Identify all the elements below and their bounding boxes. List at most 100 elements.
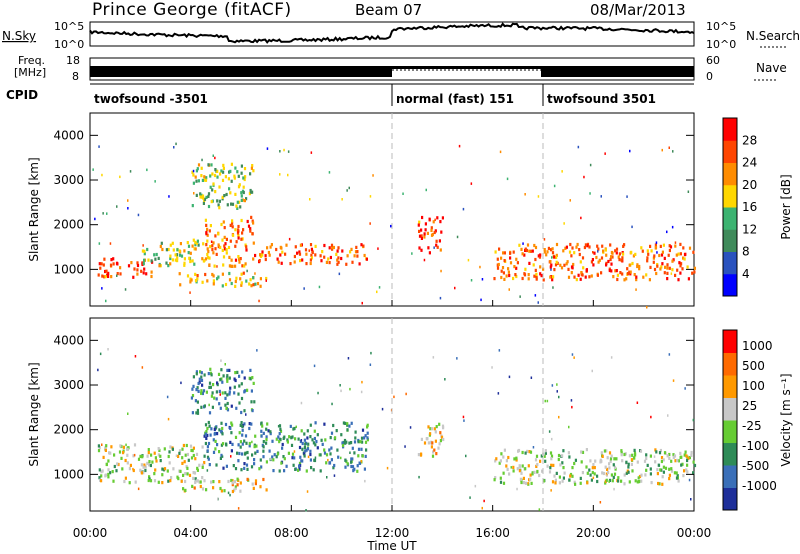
echo-cell [200, 378, 204, 382]
colorbar-swatch [723, 442, 737, 466]
echo-cell [319, 453, 322, 457]
echo-cell [190, 456, 194, 460]
echo-cell [175, 454, 178, 457]
echo-cell [206, 239, 209, 243]
echo-cell [212, 486, 215, 490]
echo-cell [565, 245, 568, 249]
echo-cell [605, 449, 608, 453]
echo-cell [278, 432, 281, 436]
echo-cell [246, 456, 249, 460]
echo-cell [661, 250, 664, 254]
echo-cell [573, 480, 576, 484]
echo-cell [679, 252, 682, 256]
echo-cell [224, 242, 227, 246]
echo-cell [238, 200, 241, 204]
echo-cell [361, 301, 363, 305]
echo-cell [571, 353, 574, 356]
echo-cell [179, 253, 182, 257]
echo-cell [208, 381, 212, 385]
echo-cell [349, 387, 351, 391]
echo-cell [539, 459, 542, 463]
echo-cell [206, 455, 210, 459]
echo-cell [683, 469, 686, 473]
echo-cell [531, 471, 534, 475]
colorbar-swatch [723, 330, 737, 353]
echo-cell [197, 389, 200, 393]
echo-cell [690, 450, 693, 455]
echo-cell [275, 247, 278, 252]
echo-cell [668, 477, 671, 481]
echo-cell [350, 457, 353, 461]
echo-cell [250, 465, 254, 469]
echo-cell [254, 434, 257, 438]
echo-cell [211, 172, 214, 176]
echo-cell [648, 278, 651, 282]
echo-cell [109, 242, 112, 245]
echo-cell [683, 453, 686, 457]
echo-cell [265, 460, 268, 464]
echo-cell [557, 457, 560, 462]
echo-cell [336, 448, 339, 452]
echo-cell [435, 425, 438, 429]
nave-tick-bottom: 0 [706, 70, 713, 83]
echo-cell [191, 387, 194, 391]
echo-cell [205, 223, 208, 227]
echo-cell [588, 275, 591, 279]
echo-cell [574, 458, 577, 462]
echo-cell [668, 248, 671, 253]
echo-cell [327, 257, 330, 261]
echo-cell [173, 146, 175, 149]
echo-cell [353, 440, 357, 444]
echo-cell [524, 467, 527, 471]
echo-cell [269, 245, 272, 249]
echo-cell [231, 489, 234, 494]
echo-cell [179, 242, 182, 246]
echo-cell [208, 424, 211, 428]
echo-cell [581, 450, 585, 454]
echo-cell [210, 394, 213, 398]
echo-cell [236, 451, 239, 455]
echo-cell [418, 229, 421, 233]
echo-cell [306, 436, 309, 440]
echo-cell [200, 166, 203, 170]
echo-cell [555, 242, 559, 247]
echo-cell [632, 456, 636, 460]
echo-cell [231, 221, 234, 225]
echo-cell [110, 445, 113, 449]
echo-cell [439, 431, 442, 435]
echo-cell [627, 465, 630, 469]
echo-cell [364, 440, 368, 444]
echo-cell [151, 460, 154, 464]
echo-cell [126, 447, 129, 451]
echo-cell [500, 256, 503, 260]
echo-cell [196, 167, 199, 171]
echo-cell [128, 467, 131, 471]
echo-cell [191, 484, 194, 488]
echo-cell [350, 421, 353, 425]
echo-cell [607, 470, 610, 475]
echo-cell [350, 464, 353, 469]
echo-cell [438, 239, 441, 243]
echo-cell [610, 356, 613, 359]
echo-cell [294, 437, 297, 441]
echo-cell [234, 371, 237, 375]
echo-cell [534, 245, 538, 250]
echo-cell [309, 243, 313, 247]
echo-cell [239, 489, 242, 493]
echo-cell [314, 244, 317, 248]
echo-cell [640, 473, 643, 477]
echo-cell [133, 443, 137, 447]
colorbar-tick-label: -1000 [742, 479, 777, 493]
echo-cell [521, 252, 524, 256]
echo-cell [538, 508, 541, 511]
echo-cell [166, 469, 169, 473]
echo-cell [638, 264, 641, 269]
echo-cell [136, 268, 139, 272]
echo-cell [608, 466, 611, 470]
echo-cell [221, 284, 224, 288]
echo-cell [218, 450, 221, 454]
echo-cell [142, 244, 144, 247]
echo-cell [259, 277, 262, 281]
echo-cell [99, 352, 102, 356]
